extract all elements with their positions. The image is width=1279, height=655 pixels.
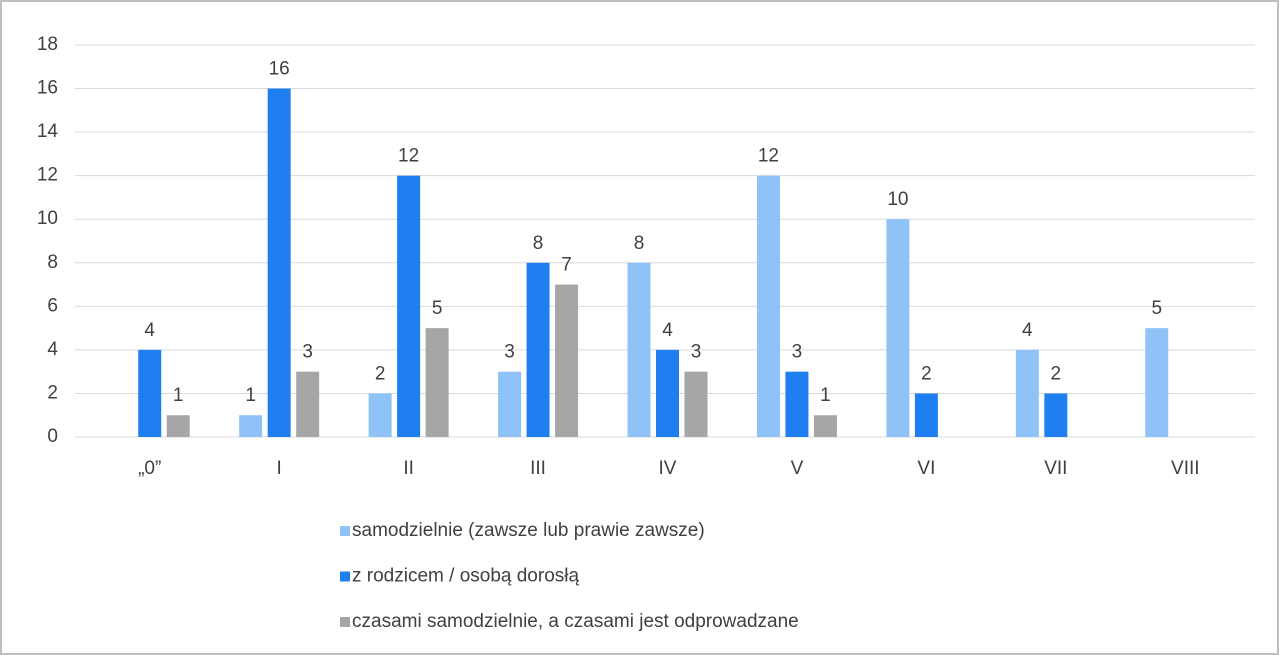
bar	[627, 262, 651, 437]
bar	[555, 284, 579, 437]
x-tick-label: IV	[659, 458, 677, 479]
x-tick-label: VIII	[1171, 458, 1200, 479]
data-label: 10	[887, 189, 908, 210]
bar	[425, 328, 449, 437]
legend-label: samodzielnie (zawsze lub prawie zawsze)	[352, 520, 705, 541]
bar	[296, 371, 320, 437]
x-tick-label: V	[791, 458, 804, 479]
data-label: 8	[634, 233, 645, 254]
x-tick-label: I	[277, 458, 282, 479]
bar	[397, 175, 421, 437]
x-tick-label: „0”	[138, 458, 161, 479]
bar	[785, 371, 809, 437]
data-label: 1	[173, 385, 184, 406]
data-label: 8	[533, 233, 544, 254]
data-label: 5	[432, 298, 443, 319]
data-label: 7	[561, 255, 572, 276]
legend-swatch	[340, 526, 350, 536]
data-label: 4	[1022, 320, 1033, 341]
legend-label: czasami samodzielnie, a czasami jest odp…	[352, 611, 799, 632]
x-tick-label: VII	[1044, 458, 1067, 479]
bar	[1145, 328, 1169, 437]
bar	[914, 393, 938, 437]
data-label: 2	[1051, 363, 1062, 384]
data-label: 2	[375, 363, 386, 384]
data-label: 3	[504, 342, 515, 363]
data-label: 4	[144, 320, 155, 341]
y-tick-label: 18	[37, 34, 58, 55]
y-tick-label: 8	[47, 252, 58, 273]
y-tick-label: 2	[47, 382, 58, 403]
bar	[886, 219, 910, 437]
bar	[239, 415, 263, 437]
bar	[138, 349, 162, 437]
bar	[1044, 393, 1068, 437]
bar	[526, 262, 550, 437]
y-tick-label: 16	[37, 78, 58, 99]
data-label: 12	[398, 146, 419, 167]
bar	[1015, 349, 1039, 437]
data-label: 3	[792, 342, 803, 363]
data-label: 12	[758, 146, 779, 167]
bar	[498, 371, 522, 437]
bar	[656, 349, 679, 437]
y-tick-label: 6	[47, 295, 58, 316]
data-label: 1	[245, 385, 256, 406]
data-label: 1	[820, 385, 831, 406]
data-label: 3	[691, 342, 702, 363]
data-label: 4	[662, 320, 673, 341]
legend-swatch	[340, 617, 350, 627]
y-tick-label: 0	[47, 426, 58, 447]
bar	[368, 393, 392, 437]
y-tick-label: 10	[37, 208, 58, 229]
x-tick-label: II	[403, 458, 414, 479]
bar	[684, 371, 708, 437]
y-tick-label: 4	[47, 339, 58, 360]
data-label: 2	[921, 363, 932, 384]
y-tick-label: 12	[37, 165, 58, 186]
data-label: 3	[302, 342, 313, 363]
bar	[166, 415, 190, 437]
data-label: 5	[1151, 298, 1162, 319]
bar	[813, 415, 837, 437]
x-tick-label: III	[530, 458, 546, 479]
bar	[267, 88, 291, 438]
legend-label: z rodzicem / osobą dorosłą	[352, 566, 579, 587]
y-tick-label: 14	[37, 121, 59, 142]
data-label: 16	[269, 59, 290, 80]
x-tick-label: VI	[917, 458, 935, 479]
legend-swatch	[340, 571, 350, 582]
bar	[756, 175, 780, 437]
